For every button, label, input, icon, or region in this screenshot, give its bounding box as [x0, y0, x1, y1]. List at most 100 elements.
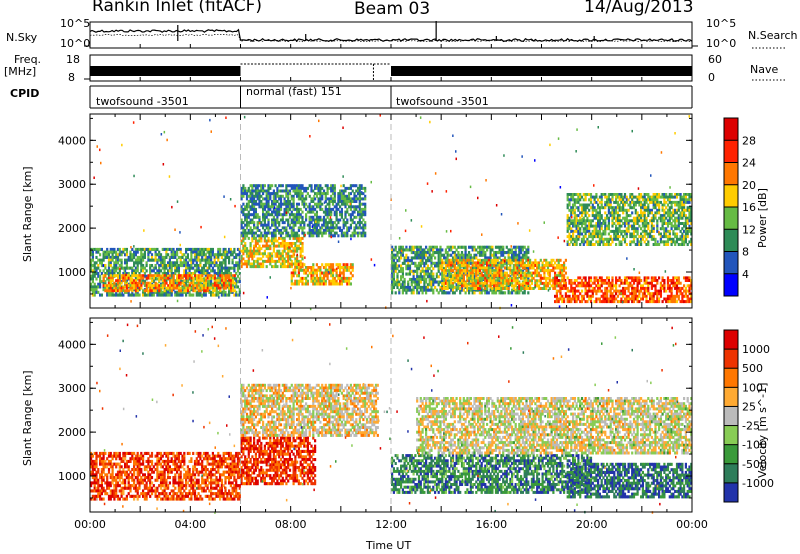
data-cell — [512, 287, 515, 290]
data-cell — [258, 215, 261, 219]
data-cell — [271, 184, 274, 188]
data-cell — [364, 210, 367, 214]
data-cell — [134, 253, 137, 257]
data-cell — [362, 218, 365, 222]
data-cell — [303, 223, 306, 227]
data-cell — [281, 215, 284, 219]
data-cell — [647, 276, 650, 280]
data-cell — [301, 236, 304, 240]
data-cell — [168, 290, 171, 294]
data-cell — [168, 264, 171, 268]
data-cell — [118, 250, 121, 254]
data-cell — [149, 281, 152, 285]
data-cell — [91, 264, 94, 268]
data-cell — [529, 258, 532, 262]
data-cell — [357, 234, 360, 238]
data-cell — [156, 290, 159, 294]
data-cell — [107, 290, 111, 294]
data-cell — [134, 269, 137, 273]
data-cell — [301, 247, 304, 251]
data-cell — [100, 280, 103, 284]
data-cell — [138, 255, 141, 259]
data-cell — [326, 223, 329, 227]
data-cell — [172, 264, 175, 268]
data-cell — [134, 247, 137, 251]
data-cell — [142, 274, 145, 278]
data-cell — [115, 269, 118, 273]
data-cell — [566, 229, 569, 233]
data-cell — [632, 300, 636, 304]
data-cell — [423, 256, 426, 260]
data-cell — [170, 290, 173, 294]
data-cell — [679, 289, 682, 293]
data-cell — [154, 277, 157, 281]
data-cell — [109, 269, 112, 273]
data-cell — [575, 300, 578, 304]
data-cell — [181, 253, 184, 257]
data-cell — [99, 258, 102, 262]
data-cell — [401, 253, 404, 257]
data-cell — [314, 197, 317, 201]
data-cell — [312, 263, 315, 267]
data-cell — [115, 253, 118, 257]
data-cell — [330, 231, 333, 235]
data-cell — [122, 250, 125, 254]
data-cell — [91, 288, 94, 292]
data-cell — [349, 223, 352, 227]
data-cell — [563, 297, 566, 301]
data-cell — [443, 261, 446, 265]
cpid-label: CPID — [10, 87, 40, 100]
data-cell — [168, 255, 171, 259]
data-cell — [319, 215, 322, 219]
data-cell — [670, 289, 673, 293]
data-cell — [192, 258, 195, 262]
data-cell — [91, 293, 94, 297]
data-cell — [120, 280, 123, 284]
data-cell — [333, 192, 336, 196]
data-cell — [224, 286, 227, 290]
data-cell — [163, 284, 166, 288]
data-cell — [111, 293, 114, 297]
data-cell — [99, 269, 102, 273]
data-cell — [364, 226, 367, 230]
data-cell — [486, 248, 489, 252]
data-cell — [95, 269, 98, 273]
data-cell — [158, 258, 161, 262]
data-cell — [229, 247, 232, 251]
data-cell — [90, 253, 93, 257]
data-cell — [179, 250, 182, 254]
data-cell — [193, 255, 197, 259]
data-cell — [106, 277, 109, 281]
data-cell — [575, 279, 578, 282]
data-cell — [412, 272, 415, 276]
data-cell — [451, 288, 455, 292]
data-cell — [640, 279, 643, 282]
data-cell — [269, 262, 272, 266]
data-cell — [331, 274, 335, 278]
data-cell — [254, 200, 257, 203]
data-cell — [170, 253, 173, 257]
data-cell — [301, 242, 304, 245]
data-cell — [265, 215, 268, 219]
data-cell — [100, 264, 103, 268]
data-cell — [659, 289, 662, 293]
data-cell — [516, 279, 519, 283]
data-cell — [335, 231, 338, 235]
data-cell — [122, 293, 125, 297]
data-cell — [572, 206, 575, 210]
data-cell — [154, 253, 157, 257]
data-cell — [319, 184, 322, 188]
data-cell — [267, 218, 270, 222]
data-cell — [193, 269, 197, 273]
data-cell — [150, 255, 154, 259]
data-cell — [143, 247, 146, 251]
data-cell — [129, 266, 132, 270]
data-cell — [340, 229, 343, 232]
data-cell — [158, 253, 161, 257]
data-cell — [262, 192, 265, 196]
data-cell — [638, 292, 641, 296]
data-cell — [258, 229, 261, 232]
data-cell — [174, 269, 177, 273]
data-cell — [321, 263, 324, 267]
data-cell — [315, 194, 318, 198]
